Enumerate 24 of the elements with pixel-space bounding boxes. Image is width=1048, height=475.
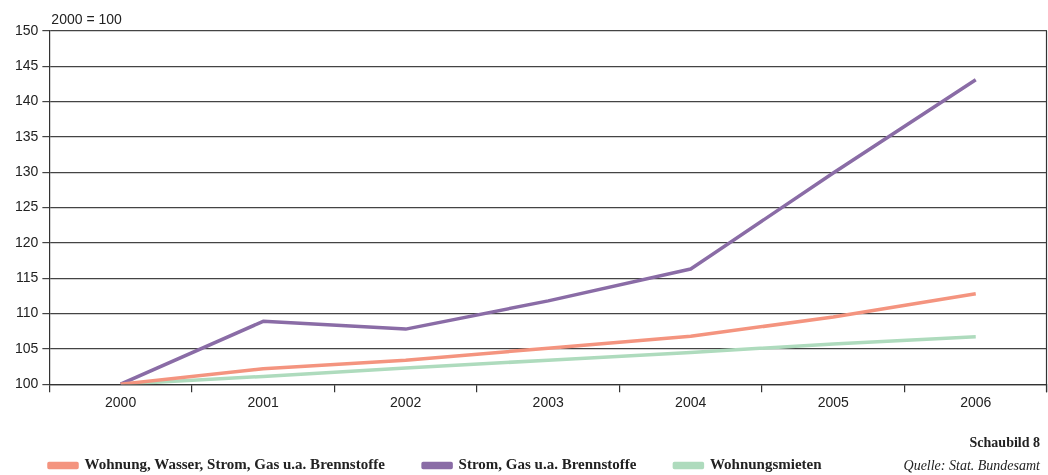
y-axis-title: 2000 = 100	[51, 10, 123, 27]
y-tick-label: 115	[16, 269, 39, 286]
y-tick-label: 110	[16, 304, 39, 321]
text: Schaubild 8	[969, 434, 1040, 450]
legend-label: Strom, Gas u.a. Brennstoffe	[458, 456, 637, 473]
y-tick-label: 100	[15, 375, 39, 392]
y-tick-label: 140	[15, 92, 39, 109]
x-tick-label: 2006	[960, 394, 992, 411]
y-tick-label: 150	[15, 21, 39, 38]
y-tick-label: 145	[15, 57, 39, 74]
y-tick-label: 135	[15, 127, 39, 144]
y-tick-label: 125	[15, 198, 39, 215]
y-tick-label: 105	[15, 339, 39, 356]
x-tick-label: 2003	[532, 394, 564, 411]
y-tick-label: 130	[15, 163, 39, 180]
x-tick-label: 2004	[675, 394, 707, 411]
x-tick-label: 2001	[247, 394, 279, 411]
y-tick-label: 120	[15, 233, 39, 250]
x-tick-label: 2005	[817, 394, 849, 411]
x-tick-label: 2000	[105, 394, 137, 411]
source-note: Quelle: Stat. Bundesamt	[903, 457, 1042, 473]
legend-label: Wohnungsmieten	[709, 456, 823, 473]
x-tick-label: 2002	[390, 394, 422, 411]
legend-label: Wohnung, Wasser, Strom, Gas u.a. Brennstoffe	[84, 456, 386, 473]
